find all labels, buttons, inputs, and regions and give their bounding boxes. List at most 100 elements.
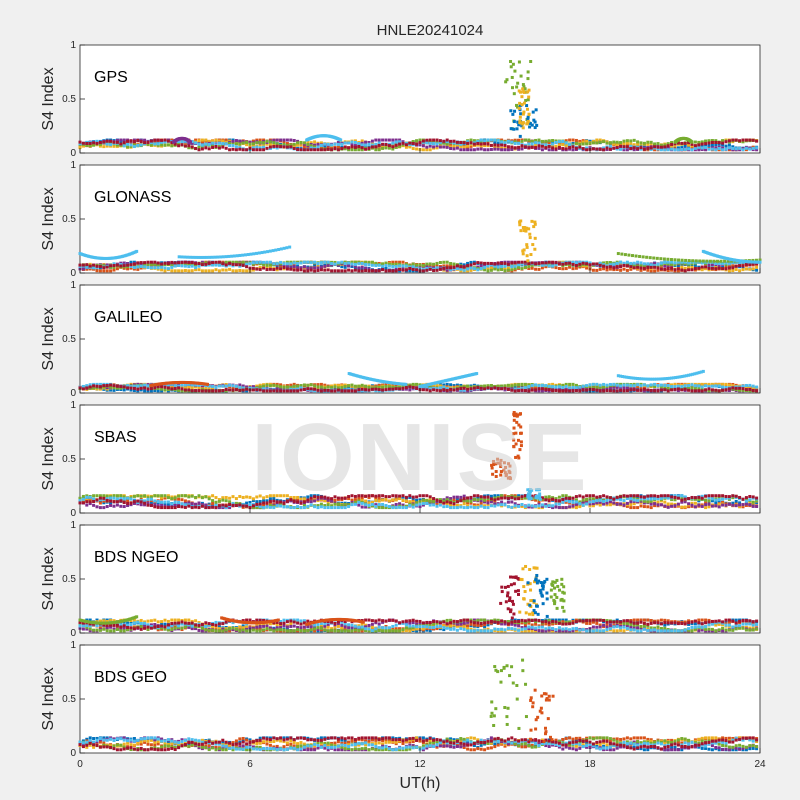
data-point — [418, 498, 422, 502]
data-point — [704, 146, 708, 150]
data-point — [585, 262, 589, 266]
data-point — [204, 389, 208, 393]
data-point — [523, 386, 527, 390]
data-point — [105, 142, 109, 146]
data-point — [510, 75, 514, 79]
data-point — [119, 264, 123, 268]
data-point — [517, 389, 521, 393]
data-point — [170, 387, 174, 391]
data-point — [744, 138, 748, 142]
data-point — [421, 148, 425, 152]
data-point — [511, 62, 515, 66]
data-point — [585, 146, 589, 150]
data-point — [263, 250, 267, 254]
data-point — [612, 262, 616, 266]
data-point — [524, 99, 528, 103]
data-point — [102, 266, 106, 270]
data-point — [170, 269, 174, 273]
data-point — [659, 385, 663, 389]
data-point — [544, 261, 548, 265]
data-point — [649, 140, 653, 144]
data-point — [649, 388, 653, 392]
data-point — [112, 264, 116, 268]
data-point — [493, 140, 497, 144]
data-point — [275, 146, 279, 150]
data-point — [200, 147, 204, 151]
data-point — [666, 260, 670, 264]
data-point — [194, 266, 198, 270]
data-point — [500, 268, 504, 272]
data-point — [200, 386, 204, 390]
data-point — [476, 261, 480, 265]
data-point — [296, 148, 300, 152]
data-point — [285, 246, 289, 250]
data-point — [517, 387, 521, 391]
data-point — [319, 268, 323, 272]
data-point — [623, 375, 627, 379]
data-point — [309, 383, 313, 387]
data-point — [394, 387, 398, 391]
data-point — [500, 143, 504, 147]
data-point — [526, 70, 530, 74]
data-point — [683, 141, 687, 145]
data-point — [211, 141, 215, 145]
data-point — [527, 265, 531, 269]
data-point — [302, 145, 306, 149]
data-point — [676, 384, 680, 388]
data-point — [568, 147, 572, 151]
data-point — [663, 388, 667, 392]
data-point — [500, 140, 504, 144]
data-point — [336, 388, 340, 392]
data-point — [571, 148, 575, 152]
data-point — [519, 90, 523, 94]
data-point — [727, 269, 731, 273]
data-point — [323, 264, 327, 268]
data-point — [272, 144, 276, 148]
data-point — [517, 138, 521, 142]
data-point — [687, 259, 691, 263]
data-point — [537, 146, 541, 150]
data-point — [149, 266, 153, 270]
data-point — [411, 265, 415, 269]
data-point — [608, 263, 612, 267]
data-point — [727, 139, 731, 143]
data-point — [425, 386, 429, 390]
data-point — [313, 145, 317, 149]
data-point — [714, 384, 718, 388]
data-point — [115, 263, 119, 267]
data-point — [92, 143, 96, 147]
data-point — [568, 265, 572, 269]
data-point — [469, 268, 473, 272]
data-point — [646, 142, 650, 146]
data-point — [394, 143, 398, 147]
data-point — [513, 142, 517, 146]
data-point — [238, 383, 242, 387]
data-point — [98, 264, 102, 268]
data-point — [591, 141, 595, 145]
data-point — [316, 268, 320, 272]
data-point — [500, 148, 504, 152]
data-point — [340, 265, 344, 269]
data-point — [183, 144, 187, 148]
data-point — [126, 263, 130, 267]
data-point — [608, 389, 612, 393]
data-point — [109, 264, 113, 268]
data-point — [241, 384, 245, 388]
data-point — [693, 267, 697, 271]
data-point — [177, 264, 181, 268]
data-point — [571, 382, 575, 386]
data-point — [612, 382, 616, 386]
data-point — [650, 377, 654, 381]
data-point — [755, 268, 759, 272]
data-point — [701, 259, 705, 263]
data-point — [526, 77, 530, 81]
data-point — [418, 143, 422, 147]
data-point — [408, 383, 412, 387]
data-point — [612, 268, 616, 272]
data-point — [656, 266, 660, 270]
data-point — [282, 246, 286, 250]
data-point — [551, 148, 555, 152]
data-point — [683, 269, 687, 273]
data-point — [557, 140, 561, 144]
data-point — [527, 140, 531, 144]
